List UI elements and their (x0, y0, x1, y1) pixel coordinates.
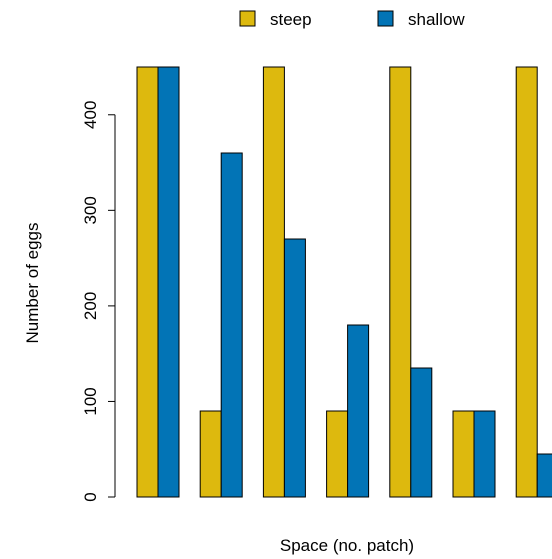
bar-steep-1 (136, 66, 159, 498)
legend-label-steep: steep (270, 10, 312, 29)
y-tick-label-300: 300 (81, 196, 100, 224)
bar-shallow-4 (347, 324, 370, 498)
bars-group (136, 66, 552, 498)
y-tick-label-200: 200 (81, 292, 100, 320)
y-tick-label-400: 400 (81, 101, 100, 129)
legend: steep shallow (239, 10, 465, 29)
bar-shallow-7 (536, 453, 552, 498)
legend-swatch-shallow (377, 10, 394, 27)
y-axis: 0 100 200 300 400 (81, 101, 116, 502)
bar-shallow-1 (157, 66, 180, 498)
x-axis-label: Space (no. patch) (280, 536, 414, 555)
legend-swatch-steep (239, 10, 256, 27)
bar-shallow-6 (473, 410, 496, 498)
bar-steep-4 (326, 410, 349, 498)
legend-label-shallow: shallow (408, 10, 465, 29)
bar-steep-5 (389, 66, 412, 498)
bar-shallow-5 (410, 367, 433, 498)
bar-shallow-2 (220, 152, 243, 498)
y-axis-label: Number of eggs (23, 223, 42, 344)
y-tick-label-100: 100 (81, 387, 100, 415)
bar-steep-3 (262, 66, 285, 498)
bar-steep-2 (199, 410, 222, 498)
bar-steep-7 (515, 66, 538, 498)
bar-steep-6 (452, 410, 475, 498)
bar-shallow-3 (283, 238, 306, 498)
y-tick-label-0: 0 (81, 492, 100, 501)
